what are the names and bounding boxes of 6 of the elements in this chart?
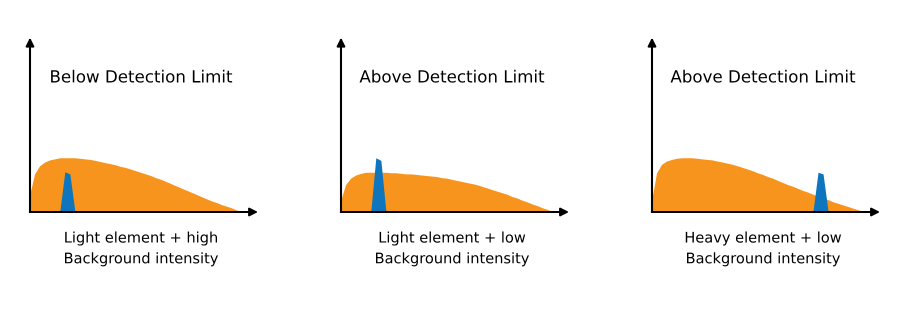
- chart-title: Above Detection Limit: [360, 70, 544, 83]
- x-axis-title: Heavy element + low Background intensity: [686, 231, 842, 266]
- chart-title: Above Detection Limit: [670, 70, 856, 83]
- x-axis-title: Light element + high Background intensity: [65, 231, 218, 266]
- x-axis-title: Light element + low Background intensity: [376, 231, 529, 266]
- chart-title: Below Detection Limit: [51, 70, 232, 83]
